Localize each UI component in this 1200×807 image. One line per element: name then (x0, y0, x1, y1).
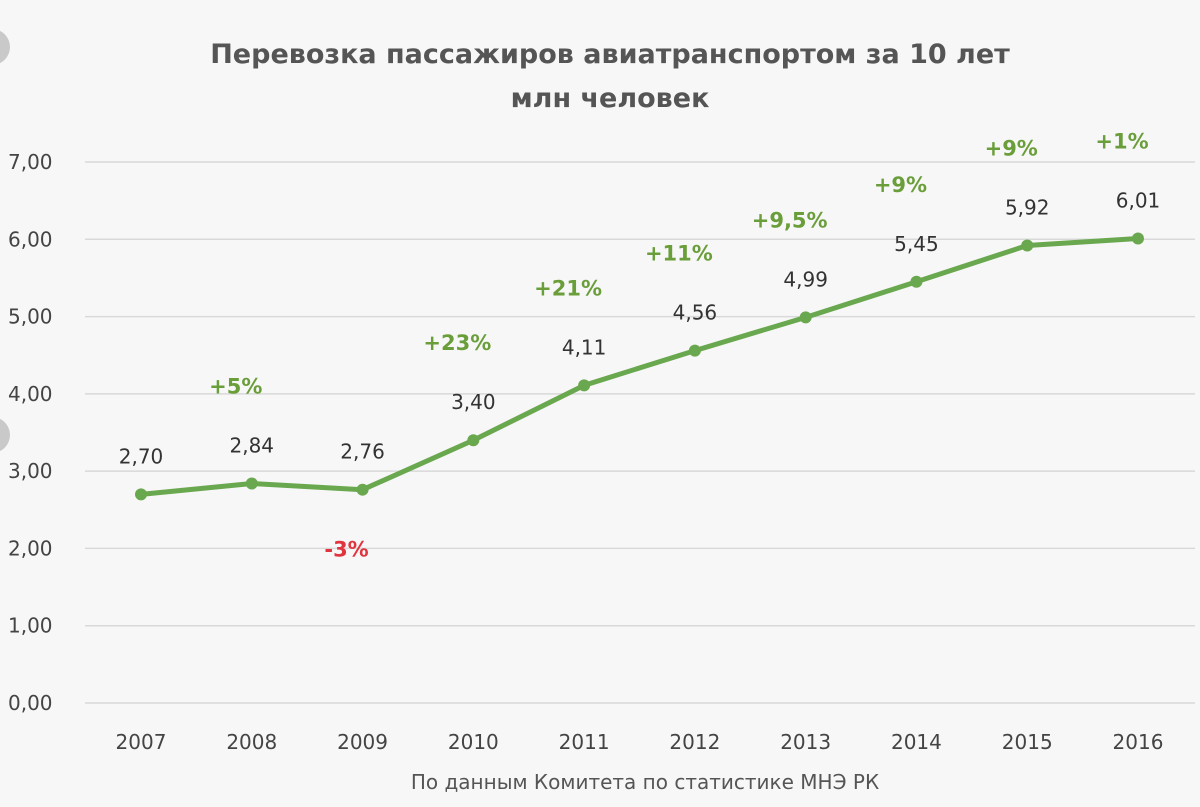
data-label: 3,40 (451, 390, 496, 414)
chart-title: Перевозка пассажиров авиатранспортом за … (210, 39, 1010, 70)
data-point (688, 344, 701, 357)
data-point (467, 434, 480, 447)
data-point (578, 379, 591, 392)
series-line-group (138, 236, 1141, 497)
data-label: 4,99 (783, 267, 828, 291)
y-tick-label: 5,00 (8, 305, 53, 329)
data-label: 2,76 (340, 440, 385, 464)
x-tick-label: 2012 (669, 730, 720, 754)
x-tick-label: 2010 (448, 730, 499, 754)
x-axis-ticks: 2007 2008 2009 2010 2011 2012 2013 2014 2015 2016 (116, 730, 1164, 754)
x-tick-label: 2008 (226, 730, 277, 754)
data-label: 2,84 (230, 434, 275, 458)
source-note: По данным Комитета по статистике МНЭ РК (411, 770, 879, 794)
data-label: 4,56 (673, 301, 718, 325)
data-label: 6,01 (1116, 189, 1161, 213)
y-tick-label: 0,00 (8, 691, 53, 715)
change-label: +11% (645, 242, 713, 266)
y-tick-label: 3,00 (8, 459, 53, 483)
data-point (910, 275, 923, 288)
change-label: +21% (534, 276, 602, 300)
y-tick-label: 2,00 (8, 536, 53, 560)
data-point (245, 477, 258, 490)
x-tick-label: 2016 (1113, 730, 1164, 754)
data-labels: 2,70 2,84 2,76 3,40 4,11 4,56 4,99 5,45 5,92 6,01 (119, 189, 1161, 469)
data-point (1132, 232, 1144, 245)
change-labels: +5% -3% +23% +21% +11% +9,5% +9% +9% +1% (209, 130, 1148, 562)
data-point (356, 483, 369, 496)
data-label: 5,92 (1005, 195, 1050, 219)
x-tick-label: 2009 (337, 730, 388, 754)
x-tick-label: 2007 (116, 730, 167, 754)
change-label: +5% (209, 375, 262, 399)
x-tick-label: 2013 (780, 730, 831, 754)
y-axis-ticks: 0,00 1,00 2,00 3,00 4,00 5,00 6,00 7,00 (8, 150, 53, 715)
data-point (135, 488, 147, 501)
series-line (138, 236, 1141, 497)
edge-dot-top (0, 30, 10, 64)
change-label: +9% (874, 173, 927, 197)
scroll-edge-dots (0, 30, 10, 452)
data-label: 4,11 (562, 335, 607, 359)
y-tick-label: 6,00 (8, 227, 53, 251)
x-tick-label: 2011 (559, 730, 610, 754)
y-tick-label: 7,00 (8, 150, 53, 174)
data-point (799, 311, 812, 324)
data-points (135, 232, 1144, 501)
data-label: 5,45 (894, 232, 939, 256)
change-label: +9% (985, 136, 1038, 160)
x-tick-label: 2014 (891, 730, 942, 754)
x-tick-label: 2015 (1002, 730, 1053, 754)
edge-dot-bottom (0, 418, 10, 452)
chart-subtitle: млн человек (511, 83, 710, 114)
y-tick-label: 1,00 (8, 614, 53, 638)
y-tick-label: 4,00 (8, 382, 53, 406)
data-label: 2,70 (119, 444, 164, 468)
change-label: -3% (324, 538, 368, 562)
change-label: +23% (423, 331, 491, 355)
change-label: +9,5% (752, 208, 828, 232)
gridlines (85, 161, 1195, 704)
data-point (1021, 239, 1034, 252)
change-label: +1% (1095, 130, 1148, 154)
